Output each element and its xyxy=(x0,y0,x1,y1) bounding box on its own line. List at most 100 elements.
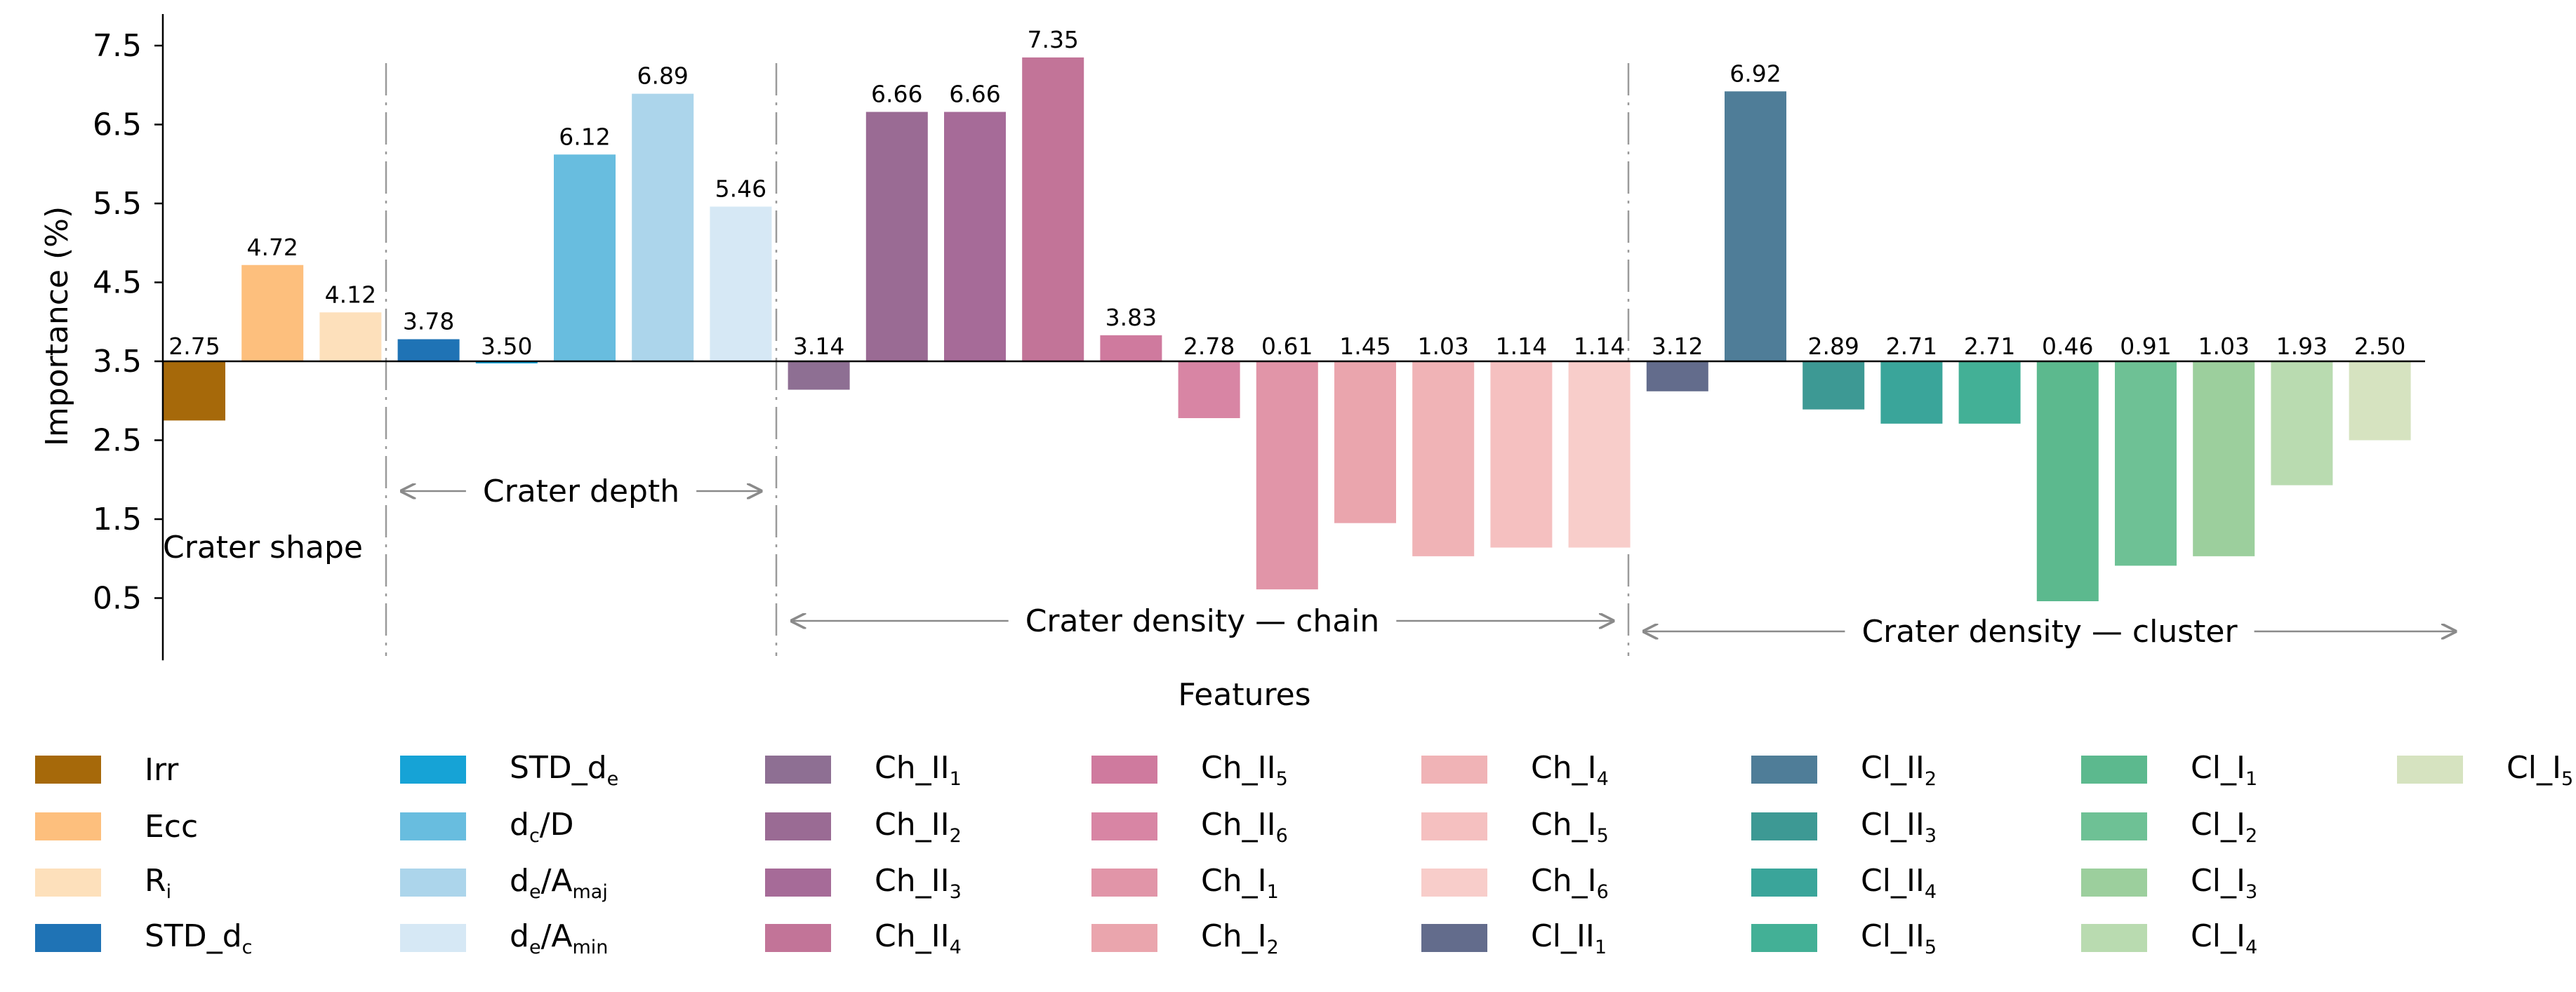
bar-dc-d xyxy=(554,154,616,361)
bar-cl-i2 xyxy=(2115,361,2177,566)
legend-item: Ch_I5 xyxy=(1386,802,1609,851)
bar-ch-i2 xyxy=(1334,361,1396,523)
legend-item: Ch_II1 xyxy=(730,745,962,794)
bar-ri xyxy=(319,312,382,361)
legend-label: Cl_I3 xyxy=(2191,862,2258,903)
bar-de-amin xyxy=(710,206,772,361)
legend-label: STD_de xyxy=(510,749,619,790)
legend-swatch xyxy=(1091,869,1157,897)
legend-swatch xyxy=(1091,924,1157,952)
legend-swatch xyxy=(1421,869,1487,897)
legend-swatch xyxy=(765,924,831,952)
legend-swatch xyxy=(35,812,101,840)
bar-ch-ii4 xyxy=(1022,57,1084,361)
legend-label: de/Amaj xyxy=(510,862,608,903)
legend-item: Cl_II4 xyxy=(1716,858,1937,907)
value-label: 6.66 xyxy=(871,81,922,108)
bar-ch-i1 xyxy=(1256,361,1318,590)
legend-item: Cl_I2 xyxy=(2046,802,2257,851)
bar-cl-i3 xyxy=(2193,361,2255,556)
legend-swatch xyxy=(400,756,466,784)
legend-swatch xyxy=(2081,924,2147,952)
legend-item: de/Amin xyxy=(365,913,608,963)
legend-item: Ch_II2 xyxy=(730,802,962,851)
value-label: 4.72 xyxy=(246,234,298,261)
legend-label: Cl_II2 xyxy=(1861,749,1937,790)
legend-swatch xyxy=(2081,869,2147,897)
legend-swatch xyxy=(765,812,831,840)
legend-swatch xyxy=(400,869,466,897)
y-tick-label: 5.5 xyxy=(93,186,142,222)
legend-item: Cl_II2 xyxy=(1716,745,1937,794)
legend-item: Ch_I4 xyxy=(1386,745,1609,794)
value-label: 3.12 xyxy=(1652,333,1703,360)
bar-cl-ii2 xyxy=(1725,91,1786,361)
value-label: 6.12 xyxy=(559,123,610,150)
bar-cl-ii1 xyxy=(1646,361,1708,391)
bar-ch-i6 xyxy=(1568,361,1631,548)
value-label: 3.83 xyxy=(1106,304,1157,331)
value-label: 2.89 xyxy=(1807,333,1859,360)
legend-item: Ch_I1 xyxy=(1056,858,1279,907)
legend-swatch xyxy=(1091,756,1157,784)
legend-item: Ch_II3 xyxy=(730,858,962,907)
legend-label: Ecc xyxy=(145,808,199,845)
group-label: Crater density — cluster xyxy=(1861,614,2238,650)
bar-cl-i4 xyxy=(2271,361,2333,485)
legend-item: Ch_II4 xyxy=(730,913,962,963)
bar-ch-ii3 xyxy=(944,112,1006,361)
legend-label: de/Amin xyxy=(510,918,609,958)
legend-label: Cl_I4 xyxy=(2191,918,2258,958)
legend-label: Cl_II1 xyxy=(1531,918,1607,958)
legend-item: STD_de xyxy=(365,745,618,794)
y-tick-label: 6.5 xyxy=(93,107,142,143)
legend-label: Cl_II3 xyxy=(1861,806,1937,847)
bar-cl-i5 xyxy=(2349,361,2411,441)
bar-cl-i1 xyxy=(2036,361,2099,601)
legend-swatch xyxy=(35,756,101,784)
legend-swatch xyxy=(2081,812,2147,840)
legend-swatch xyxy=(400,924,466,952)
value-label: 6.92 xyxy=(1729,60,1781,87)
legend-item: de/Amaj xyxy=(365,858,608,907)
legend-item: Ch_II6 xyxy=(1056,802,1288,851)
value-label: 3.78 xyxy=(403,308,454,335)
bar-ch-ii6 xyxy=(1178,361,1240,418)
legend-item: Cl_II1 xyxy=(1386,913,1607,963)
value-label: 2.71 xyxy=(1886,333,1937,360)
bar-ch-i5 xyxy=(1490,361,1553,548)
bar-de-amaj xyxy=(632,93,694,361)
value-label: 4.12 xyxy=(325,281,376,308)
legend-label: Cl_I2 xyxy=(2191,806,2258,847)
legend-label: Ch_I6 xyxy=(1531,862,1609,903)
value-label: 2.75 xyxy=(168,333,220,360)
y-tick-label: 0.5 xyxy=(93,581,142,617)
legend-item: Cl_I1 xyxy=(2046,745,2257,794)
legend-swatch xyxy=(2397,756,2463,784)
legend-swatch xyxy=(1751,812,1817,840)
legend-label: Irr xyxy=(145,751,179,788)
legend-item: Ri xyxy=(0,858,171,907)
value-label: 2.71 xyxy=(1964,333,2015,360)
bar-ch-ii1 xyxy=(788,361,850,390)
legend-label: Cl_I1 xyxy=(2191,749,2258,790)
legend-label: Cl_I5 xyxy=(2507,749,2574,790)
value-label: 2.50 xyxy=(2354,333,2405,360)
bar-cl-ii3 xyxy=(1802,361,1865,410)
legend-label: Ch_I2 xyxy=(1201,918,1279,958)
legend-swatch xyxy=(1091,812,1157,840)
bar-std-de xyxy=(475,361,538,363)
legend-swatch xyxy=(400,812,466,840)
y-tick-label: 7.5 xyxy=(93,28,142,64)
y-axis-title: Importance (%) xyxy=(39,206,75,446)
value-label: 5.46 xyxy=(715,175,766,203)
legend-item: Ch_I2 xyxy=(1056,913,1279,963)
bar-irr xyxy=(164,361,225,421)
legend-swatch xyxy=(35,869,101,897)
value-label: 0.61 xyxy=(1261,333,1313,360)
group-label: Crater density — chain xyxy=(1025,603,1380,639)
value-label: 1.14 xyxy=(1496,333,1547,360)
bar-ch-ii2 xyxy=(865,112,928,361)
legend-item: Ch_I6 xyxy=(1386,858,1609,907)
bar-ch-ii5 xyxy=(1100,335,1162,361)
